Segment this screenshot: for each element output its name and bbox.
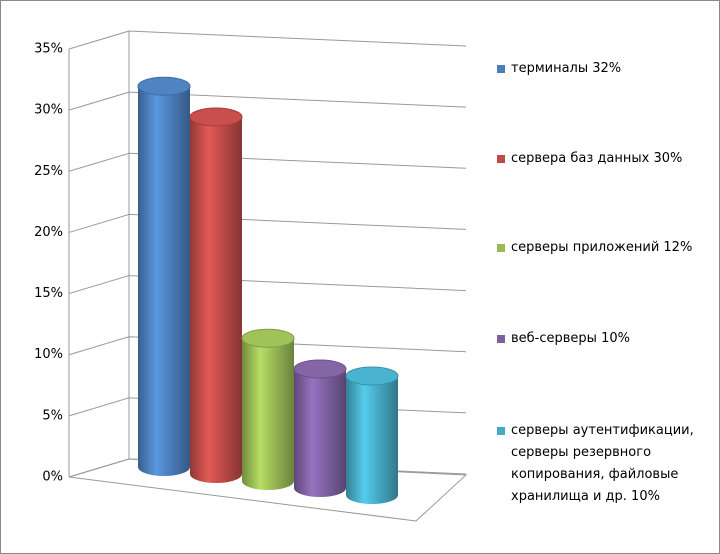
bar xyxy=(242,338,294,481)
y-tick-label: 10% xyxy=(34,347,63,362)
grid-line xyxy=(68,275,467,295)
y-tick-label: 5% xyxy=(42,408,63,423)
grid-line xyxy=(68,213,467,233)
legend-label: терминалы 32% xyxy=(511,61,622,76)
y-tick-label: 30% xyxy=(34,103,63,118)
cylinder-top xyxy=(189,107,243,127)
grid-line xyxy=(68,336,467,356)
cylinder-top xyxy=(241,328,295,348)
grid-line xyxy=(68,91,467,111)
legend-item: веб-серверы 10% xyxy=(497,328,702,350)
cylinder-top xyxy=(137,76,191,96)
legend-label: серверы аутентификации, серверы резервно… xyxy=(511,423,694,504)
bar xyxy=(294,369,346,488)
legend-item: сервера баз данных 30% xyxy=(497,148,702,170)
legend-swatch xyxy=(497,427,505,435)
legend-label: веб-серверы 10% xyxy=(511,331,630,346)
legend-item: терминалы 32% xyxy=(497,58,702,80)
legend-label: серверы приложений 12% xyxy=(511,240,693,255)
bar xyxy=(346,376,398,495)
legend-item: серверы приложений 12% xyxy=(497,237,702,259)
y-tick-label: 20% xyxy=(34,225,63,240)
legend-item: серверы аутентификации, серверы резервно… xyxy=(497,420,702,508)
legend-swatch xyxy=(497,335,505,343)
cylinder-top xyxy=(293,359,347,379)
legend-swatch xyxy=(497,155,505,163)
cylinder-top xyxy=(345,366,399,386)
y-tick-label: 0% xyxy=(42,470,63,485)
legend-swatch xyxy=(497,65,505,73)
grid-line xyxy=(68,152,467,172)
y-tick-label: 35% xyxy=(34,42,63,57)
y-tick-label: 25% xyxy=(34,164,63,179)
y-tick-label: 15% xyxy=(34,286,63,301)
bar xyxy=(190,117,242,474)
legend-label: сервера баз данных 30% xyxy=(511,151,683,166)
bar xyxy=(138,86,190,467)
grid-line xyxy=(68,30,467,50)
legend-swatch xyxy=(497,244,505,252)
